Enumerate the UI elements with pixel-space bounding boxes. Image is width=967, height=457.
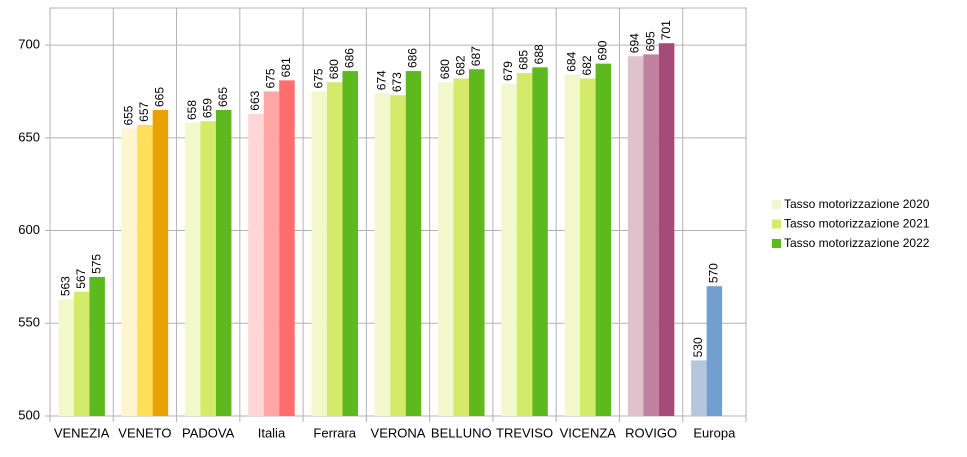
bar — [405, 71, 422, 417]
bar — [58, 299, 74, 416]
bar — [279, 80, 295, 416]
bar — [326, 82, 343, 416]
bar — [643, 54, 659, 416]
value-label: 681 — [279, 57, 293, 77]
value-label: 659 — [200, 98, 214, 118]
bar — [658, 43, 675, 417]
x-tick-label: Europa — [693, 425, 736, 440]
value-label: 682 — [453, 55, 467, 75]
x-tick-label: TREVISO — [496, 425, 553, 440]
legend-label: Tasso motorizzazione 2020 — [784, 197, 930, 211]
y-tick-label: 700 — [18, 37, 40, 52]
x-tick-label: VENEZIA — [54, 425, 110, 440]
value-label: 684 — [564, 51, 578, 71]
bar — [438, 82, 454, 416]
value-label: 530 — [691, 337, 705, 357]
y-tick-label: 650 — [18, 129, 40, 144]
value-label: 694 — [628, 33, 642, 53]
bar — [89, 276, 105, 416]
x-tick-label: PADOVA — [182, 425, 235, 440]
x-tick-label: BELLUNO — [431, 425, 492, 440]
bar — [595, 63, 612, 417]
bar — [73, 291, 90, 416]
value-label: 675 — [311, 68, 325, 88]
bar — [501, 84, 517, 416]
bar — [516, 72, 533, 416]
legend-swatch — [772, 200, 781, 209]
bar — [137, 124, 153, 416]
x-tick-label: Italia — [258, 425, 286, 440]
value-label: 701 — [659, 20, 673, 40]
bar — [580, 78, 596, 417]
value-label: 687 — [469, 46, 483, 66]
x-tick-label: VICENZA — [560, 425, 617, 440]
x-tick-label: ROVIGO — [625, 425, 677, 440]
bar — [706, 286, 723, 416]
y-tick-label: 600 — [18, 222, 40, 237]
value-label: 685 — [517, 50, 531, 70]
x-tick-label: Ferrara — [313, 425, 356, 440]
value-label: 567 — [74, 268, 88, 288]
bar — [453, 78, 470, 417]
legend-label: Tasso motorizzazione 2021 — [784, 217, 930, 231]
value-label: 682 — [580, 55, 594, 75]
bar — [342, 71, 358, 417]
value-label: 655 — [122, 105, 136, 125]
value-label: 665 — [216, 87, 230, 107]
value-label: 680 — [327, 59, 341, 79]
value-label: 570 — [707, 263, 721, 283]
x-tick-label: VERONA — [371, 425, 426, 440]
value-label: 658 — [185, 100, 199, 120]
legend-swatch — [772, 219, 781, 229]
bar — [215, 110, 232, 416]
value-label: 690 — [595, 40, 609, 60]
bar — [374, 93, 391, 417]
value-label: 674 — [375, 70, 389, 90]
legend-label: Tasso motorizzazione 2022 — [784, 236, 930, 250]
value-label: 673 — [390, 72, 404, 92]
bar — [184, 122, 201, 417]
y-tick-label: 550 — [18, 315, 40, 330]
value-label: 563 — [58, 276, 72, 296]
bar — [121, 128, 138, 416]
value-label: 663 — [248, 90, 262, 110]
bar — [152, 110, 169, 416]
y-tick-label: 500 — [18, 407, 40, 422]
value-label: 657 — [137, 101, 151, 121]
value-label: 695 — [643, 31, 657, 51]
bar — [627, 56, 644, 417]
bar — [263, 91, 280, 417]
value-label: 575 — [89, 254, 103, 274]
bar — [200, 121, 216, 417]
bar — [469, 69, 485, 416]
legend-swatch — [772, 239, 781, 248]
bar — [390, 95, 406, 416]
value-label: 680 — [438, 59, 452, 79]
value-label: 688 — [532, 44, 546, 64]
value-label: 675 — [264, 68, 278, 88]
value-label: 665 — [153, 87, 167, 107]
bar — [248, 113, 264, 416]
bar — [564, 74, 581, 416]
x-tick-label: VENETO — [118, 425, 171, 440]
bar — [532, 67, 548, 416]
bar — [691, 360, 707, 416]
value-label: 686 — [406, 48, 420, 68]
bar — [311, 91, 327, 417]
value-label: 686 — [342, 48, 356, 68]
value-label: 679 — [501, 61, 515, 81]
